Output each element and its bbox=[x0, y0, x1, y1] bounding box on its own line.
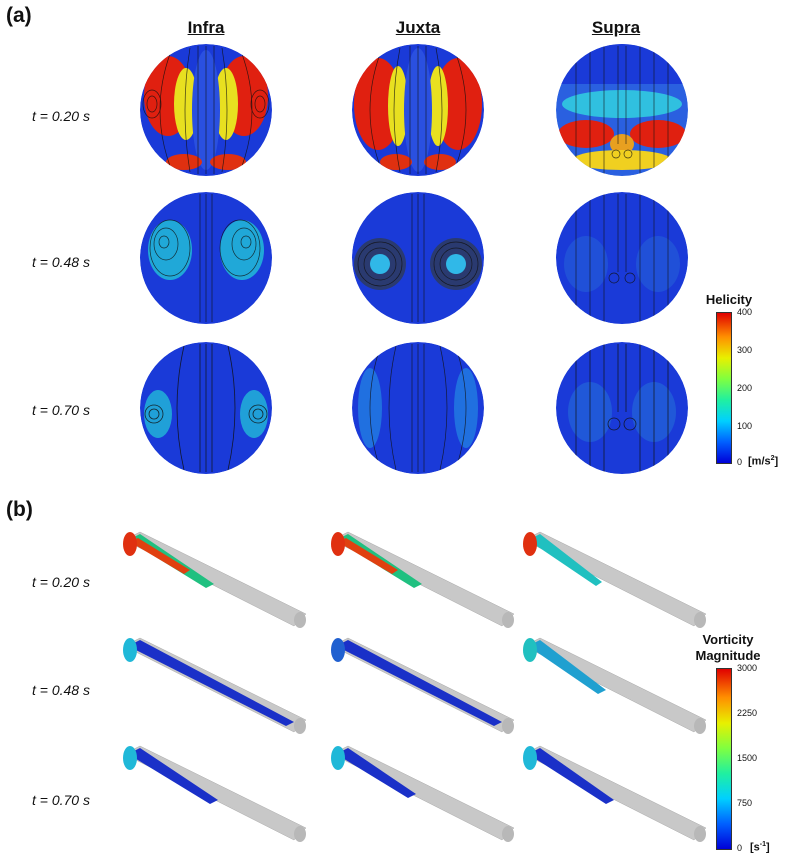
vorticity-tube-juxta-t070 bbox=[331, 745, 515, 842]
row-label-a-3: t = 0.70 s bbox=[32, 402, 90, 418]
column-header-supra: Supra bbox=[591, 18, 641, 37]
vorticity-tube-juxta-t048 bbox=[331, 637, 515, 734]
vorticity-tube-juxta-t020 bbox=[331, 531, 515, 628]
vorticity-tube-infra-t048 bbox=[123, 637, 307, 734]
row-label-a-2: t = 0.48 s bbox=[32, 254, 90, 270]
row-label-b-3: t = 0.70 s bbox=[32, 792, 90, 808]
helicity-tick-200: 200 bbox=[737, 383, 753, 393]
vorticity-tube-infra-t070 bbox=[123, 745, 307, 842]
helicity-disk-juxta-t070 bbox=[352, 342, 484, 474]
vorticity-tube-infra-t020 bbox=[123, 531, 307, 628]
vorticity-tube-supra-t070 bbox=[523, 745, 707, 842]
vorticity-tick-0: 0 bbox=[737, 843, 743, 853]
row-label-a-1: t = 0.20 s bbox=[32, 108, 90, 124]
vorticity-tick-3000: 3000 bbox=[737, 663, 758, 673]
vorticity-colorbar-title: Vorticity Magnitude bbox=[695, 632, 761, 663]
row-label-b-2: t = 0.48 s bbox=[32, 682, 90, 698]
helicity-tick-100: 100 bbox=[737, 421, 753, 431]
helicity-tick-0: 0 bbox=[737, 457, 743, 467]
helicity-disk-infra-t020 bbox=[140, 44, 272, 176]
helicity-colorbar bbox=[716, 312, 732, 464]
helicity-disk-supra-t048 bbox=[556, 192, 688, 324]
vorticity-colorbar bbox=[716, 668, 732, 850]
panel-b-label: (b) bbox=[6, 498, 33, 521]
column-header-infra: Infra bbox=[187, 18, 225, 37]
column-header-juxta: Juxta bbox=[395, 18, 441, 37]
helicity-disk-supra-t020 bbox=[556, 44, 688, 176]
helicity-tick-300: 300 bbox=[737, 345, 753, 355]
helicity-disk-juxta-t048 bbox=[352, 192, 484, 324]
helicity-disk-juxta-t020 bbox=[352, 44, 484, 176]
helicity-colorbar-title: Helicity bbox=[705, 292, 753, 307]
row-label-b-1: t = 0.20 s bbox=[32, 574, 90, 590]
helicity-disk-supra-t070 bbox=[556, 342, 688, 474]
vorticity-tick-1500: 1500 bbox=[737, 753, 758, 763]
vorticity-unit: [s-1] bbox=[750, 841, 770, 854]
vorticity-tick-750: 750 bbox=[737, 798, 753, 808]
vorticity-tube-supra-t020 bbox=[523, 531, 707, 628]
helicity-disk-infra-t070 bbox=[140, 342, 272, 474]
helicity-unit: [m/s2] bbox=[748, 455, 779, 468]
vorticity-tube-supra-t048 bbox=[523, 637, 707, 734]
helicity-disk-infra-t048 bbox=[140, 192, 272, 324]
panel-a-label: (a) bbox=[6, 4, 32, 27]
vorticity-tick-2250: 2250 bbox=[737, 708, 758, 718]
helicity-tick-400: 400 bbox=[737, 307, 753, 317]
